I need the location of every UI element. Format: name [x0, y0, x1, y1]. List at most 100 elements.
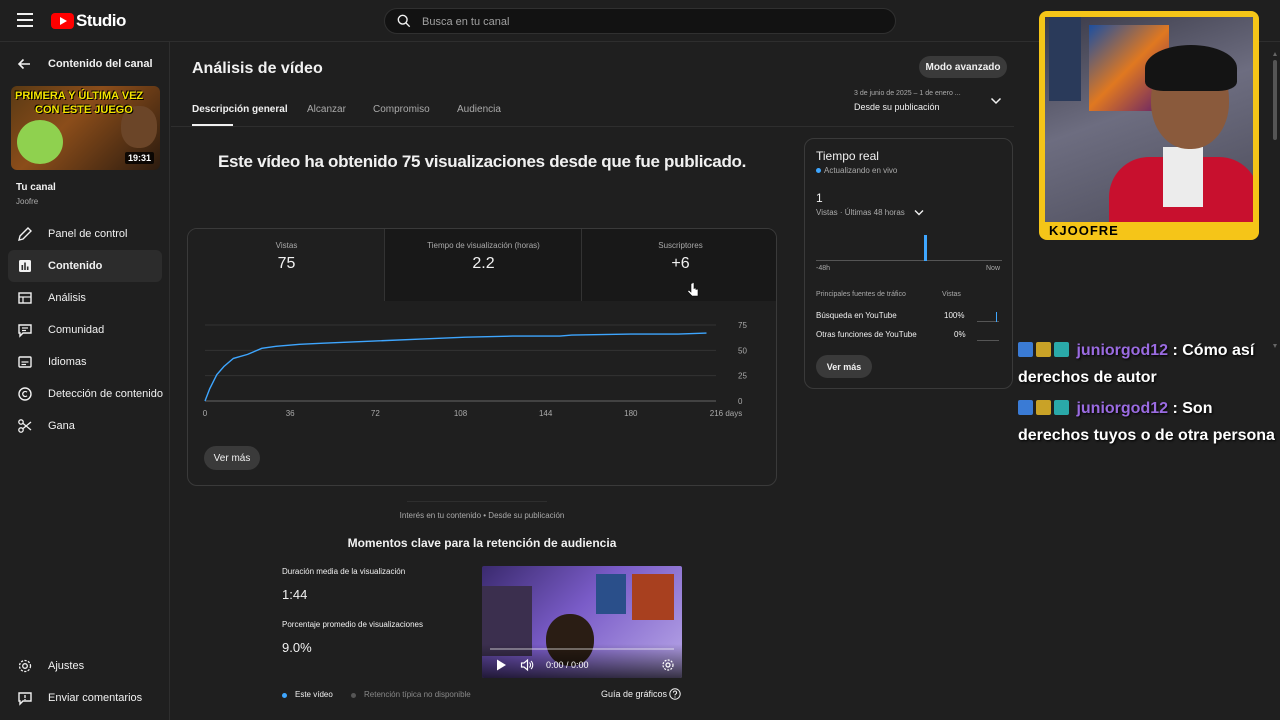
realtime-panel: Tiempo real Actualizando en vivo 1 Vista… [804, 138, 1013, 389]
realtime-axis-end: Now [986, 265, 1001, 272]
badge-icon [1018, 400, 1033, 416]
metric-value: 2.2 [472, 255, 495, 272]
chat-separator: : [1172, 400, 1183, 417]
legend-dot [282, 693, 287, 698]
see-more-button[interactable]: Ver más [204, 446, 260, 470]
traffic-source-sparkline [977, 340, 999, 341]
chat-username: juniorgod12 [1076, 342, 1169, 359]
realtime-bar-chart[interactable] [816, 233, 1002, 261]
play-icon[interactable] [494, 658, 508, 672]
chat-username: juniorgod12 [1076, 400, 1169, 417]
x-tick-label: 144 [539, 409, 553, 418]
traffic-source-label: Otras funciones de YouTube [816, 330, 917, 339]
tab-reach[interactable]: Alcanzar [307, 104, 346, 115]
sidebar-item-feedback[interactable]: Enviar comentarios [8, 682, 162, 714]
traffic-source-value: 100% [944, 311, 965, 320]
realtime-period-selector[interactable]: Vistas · Últimas 48 horas [816, 208, 924, 217]
realtime-live-status: Actualizando en vivo [816, 166, 897, 175]
traffic-source-label: Búsqueda en YouTube [816, 311, 897, 320]
section-caption: Interés en tu contenido • Desde su publi… [399, 511, 565, 520]
sidebar-item-label: Panel de control [48, 228, 128, 240]
sidebar-item-content-detection[interactable]: Detección de contenido [8, 378, 163, 410]
realtime-see-more-button[interactable]: Ver más [816, 355, 872, 378]
youtube-logo-icon [51, 13, 74, 29]
views-header: Vistas [942, 291, 961, 298]
scrollbar[interactable] [1272, 50, 1278, 350]
pencil-icon [18, 227, 32, 241]
sidebar-item-content[interactable]: Contenido [8, 250, 162, 282]
x-tick-label: 36 [286, 409, 295, 418]
sidebar-item-label: Análisis [48, 292, 86, 304]
menu-icon[interactable] [17, 13, 33, 27]
chevron-down-icon [990, 97, 1002, 105]
section-title: Momentos clave para la retención de audi… [347, 536, 617, 550]
legend-label: Retención típica no disponible [364, 690, 471, 699]
analytics-icon [18, 292, 32, 304]
avg-percent-label: Porcentaje promedio de visualizaciones [282, 620, 423, 629]
legend-label: Este vídeo [295, 690, 333, 699]
sidebar-item-label: Detección de contenido [48, 388, 163, 400]
video-player[interactable]: 0:00 / 0:00 [482, 566, 682, 678]
webcam-person-hair [1145, 45, 1237, 91]
content-icon [19, 260, 31, 272]
tab-engagement[interactable]: Compromiso [373, 104, 430, 115]
traffic-sources-header: Principales fuentes de tráfico [816, 291, 906, 298]
main-content: Análisis de vídeo Modo avanzado Descripc… [171, 42, 1027, 720]
channel-name: Joofre [16, 197, 39, 206]
tabs-divider [171, 126, 1027, 127]
sidebar-item-dashboard[interactable]: Panel de control [8, 218, 162, 250]
webcam-name-label: KJOOFRE [1049, 223, 1119, 238]
sidebar-item-earn[interactable]: Gana [8, 410, 162, 442]
video-frame-poster [596, 574, 626, 614]
avg-percent-value: 9.0% [282, 640, 312, 655]
headline: Este vídeo ha obtenido 75 visualizacione… [217, 152, 747, 171]
help-icon [669, 688, 681, 700]
metric-subscribers[interactable]: Suscriptores +6 [582, 229, 776, 301]
sidebar-item-languages[interactable]: Idiomas [8, 346, 162, 378]
date-range-dates: 3 de junio de 2025 – 1 de enero ... [854, 90, 961, 97]
logo-text: Studio [76, 11, 126, 30]
chat-text: Cómo así derechos de autor [1018, 342, 1255, 387]
live-dot [816, 168, 821, 173]
metric-views[interactable]: Vistas 75 [188, 229, 385, 301]
date-range-selector[interactable]: 3 de junio de 2025 – 1 de enero ... Desd… [854, 88, 1004, 116]
metric-divider [581, 229, 582, 301]
video-controls: 0:00 / 0:00 [482, 644, 682, 678]
sidebar: Contenido del canal PRIMERA Y ÚLTIMA VEZ… [0, 42, 170, 720]
traffic-source-sparkline [977, 312, 999, 322]
volume-icon[interactable] [520, 658, 534, 672]
sidebar-item-label: Gana [48, 420, 75, 432]
sidebar-item-settings[interactable]: Ajustes [8, 650, 162, 682]
x-tick-label: 72 [371, 409, 380, 418]
metric-watch-time[interactable]: Tiempo de visualización (horas) 2.2 [385, 229, 582, 301]
badge-icon [1036, 342, 1051, 358]
tab-audience[interactable]: Audiencia [457, 104, 501, 115]
video-duration: 19:31 [124, 152, 154, 164]
views-line-chart[interactable]: 0 25 50 75 0 36 72 108 144 180 216 days [188, 317, 776, 437]
copyright-icon [18, 387, 32, 401]
advanced-mode-button[interactable]: Modo avanzado [919, 56, 1007, 78]
badge-icon [1036, 400, 1051, 416]
video-progress-bar[interactable] [490, 648, 674, 650]
search-input[interactable] [422, 13, 882, 30]
sidebar-item-analytics[interactable]: Análisis [8, 282, 162, 314]
video-frame-poster [632, 574, 674, 620]
x-tick-label: 216 days [710, 409, 742, 418]
sidebar-item-label: Comunidad [48, 324, 105, 336]
views-series-line [204, 332, 707, 402]
tab-overview[interactable]: Descripción general [192, 104, 288, 115]
video-thumbnail[interactable]: PRIMERA Y ÚLTIMA VEZ CON ESTE JUEGO 19:3… [11, 86, 160, 170]
date-range-label: Desde su publicación [854, 102, 940, 112]
webcam-background-shelf [1049, 17, 1081, 101]
sidebar-item-community[interactable]: Comunidad [8, 314, 162, 346]
youtube-studio-logo[interactable]: Studio [51, 11, 126, 31]
back-to-channel-content[interactable]: Contenido del canal [0, 52, 170, 76]
sparkline-bar [996, 312, 997, 322]
arrow-left-icon [17, 58, 30, 70]
mouse-cursor-icon [688, 282, 699, 297]
search-box[interactable] [384, 8, 896, 34]
settings-gear-icon[interactable] [661, 658, 675, 672]
realtime-axis-start: -48h [816, 265, 831, 272]
chart-guide-link[interactable]: Guía de gráficos [601, 688, 681, 700]
